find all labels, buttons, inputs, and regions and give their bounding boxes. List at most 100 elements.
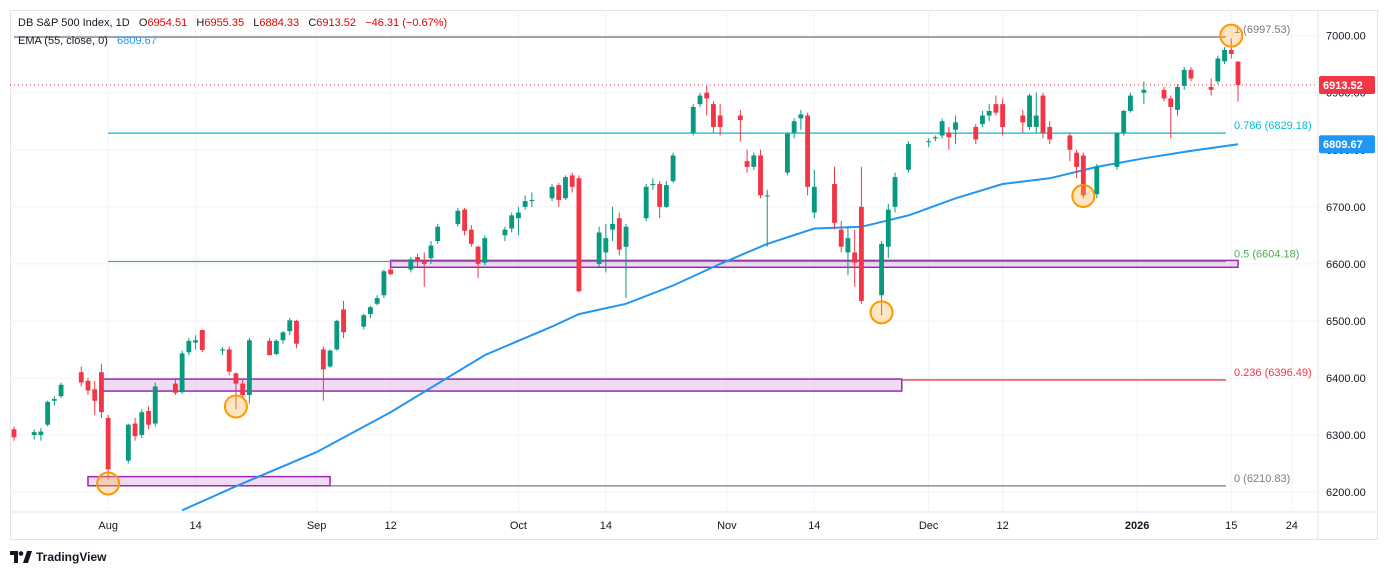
candle [838,221,844,253]
ema-price-tag: 6809.67 [1319,135,1375,154]
candle [267,338,272,356]
candle [240,379,246,398]
candle [1161,87,1167,102]
candle-body [51,399,57,401]
candle-body [455,210,461,224]
candle-body [596,232,602,264]
candle-body [939,121,945,136]
open-label: O [138,17,148,29]
ema-value: 6809.67 [117,35,157,47]
candle-body [1228,49,1234,54]
candle [502,226,508,242]
candle-body [1094,166,1100,195]
candle [563,175,568,200]
candle-body [811,186,817,213]
candle-body [892,177,898,207]
candle-body [179,353,185,393]
candle-body [1080,155,1086,196]
candle [784,132,790,176]
candle-body [1188,69,1194,79]
candle [1000,98,1006,136]
candle [852,229,858,287]
candle [1027,93,1032,130]
candle-body [697,95,703,105]
candle [125,423,131,464]
zone-6390 [100,378,903,392]
candle [139,409,145,438]
tradingview-attribution[interactable]: TradingView [10,549,106,565]
x-tick-label: Dec [919,520,939,532]
candle [105,415,111,480]
candle-body [569,175,575,187]
y-tick-label: 6700.00 [1326,202,1366,214]
candle [146,406,151,430]
candle-body [805,115,811,187]
candle-body [616,218,622,250]
candle [1127,92,1133,113]
candle-body [139,412,145,435]
candle [186,338,192,356]
candle-body [475,246,481,264]
candle-body [374,298,380,304]
candle [697,92,703,107]
candle [953,115,958,145]
candle [1121,109,1127,136]
candle-body [172,383,178,393]
candle [1188,67,1194,82]
candle-body [751,155,757,167]
candle [515,206,521,236]
x-tick-label: 14 [600,520,612,532]
candle [623,223,629,299]
fib-05-label: 0.5 (6604.18) [1234,248,1299,260]
candle-body [1208,87,1214,90]
candle [1215,55,1221,85]
candle-body [1121,110,1127,133]
candle [657,181,663,219]
marker-jan-high [1219,23,1244,48]
candle-body [623,226,629,247]
candle [1141,81,1147,105]
candle [361,314,367,330]
candle-body [1168,98,1174,107]
candle-body [220,349,225,351]
candle [327,349,333,368]
y-tick-label: 6500.00 [1326,316,1366,328]
candle-body [1161,89,1167,99]
candle [892,172,898,213]
candle-body [1141,89,1147,93]
candle-body [1222,49,1227,62]
candle-body [462,209,468,231]
close-label: C [308,17,317,29]
ema-label: EMA (55, close, 0) [18,35,108,47]
ema-legend[interactable]: EMA (55, close, 0) 6809.67 [18,35,157,47]
candle [1033,92,1039,133]
candle [1181,67,1187,90]
candle [529,192,535,207]
candle-body [791,121,797,133]
candle [758,149,763,199]
candle-body [435,226,441,242]
candle [939,118,945,139]
candle-body [294,320,299,344]
ema-price-tag-text: 6809.67 [1323,139,1363,151]
candle-body [327,350,333,367]
ema-price-tag-bg [1319,135,1375,154]
zone-6600 [389,259,1239,269]
candle-body [1020,115,1026,123]
candle-body [946,132,952,138]
marker-nov-low [869,300,894,325]
candle-body [906,144,911,170]
candle-body [926,141,932,143]
candle [220,347,225,356]
candle [99,363,104,418]
candle-body [45,401,51,425]
candle [193,335,199,350]
x-tick-label: 12 [384,520,396,532]
candle-body [838,229,844,247]
candle-body [226,349,232,372]
candle [744,149,750,173]
candle [31,429,37,440]
candle [1074,149,1080,179]
candle-body [1047,126,1053,140]
